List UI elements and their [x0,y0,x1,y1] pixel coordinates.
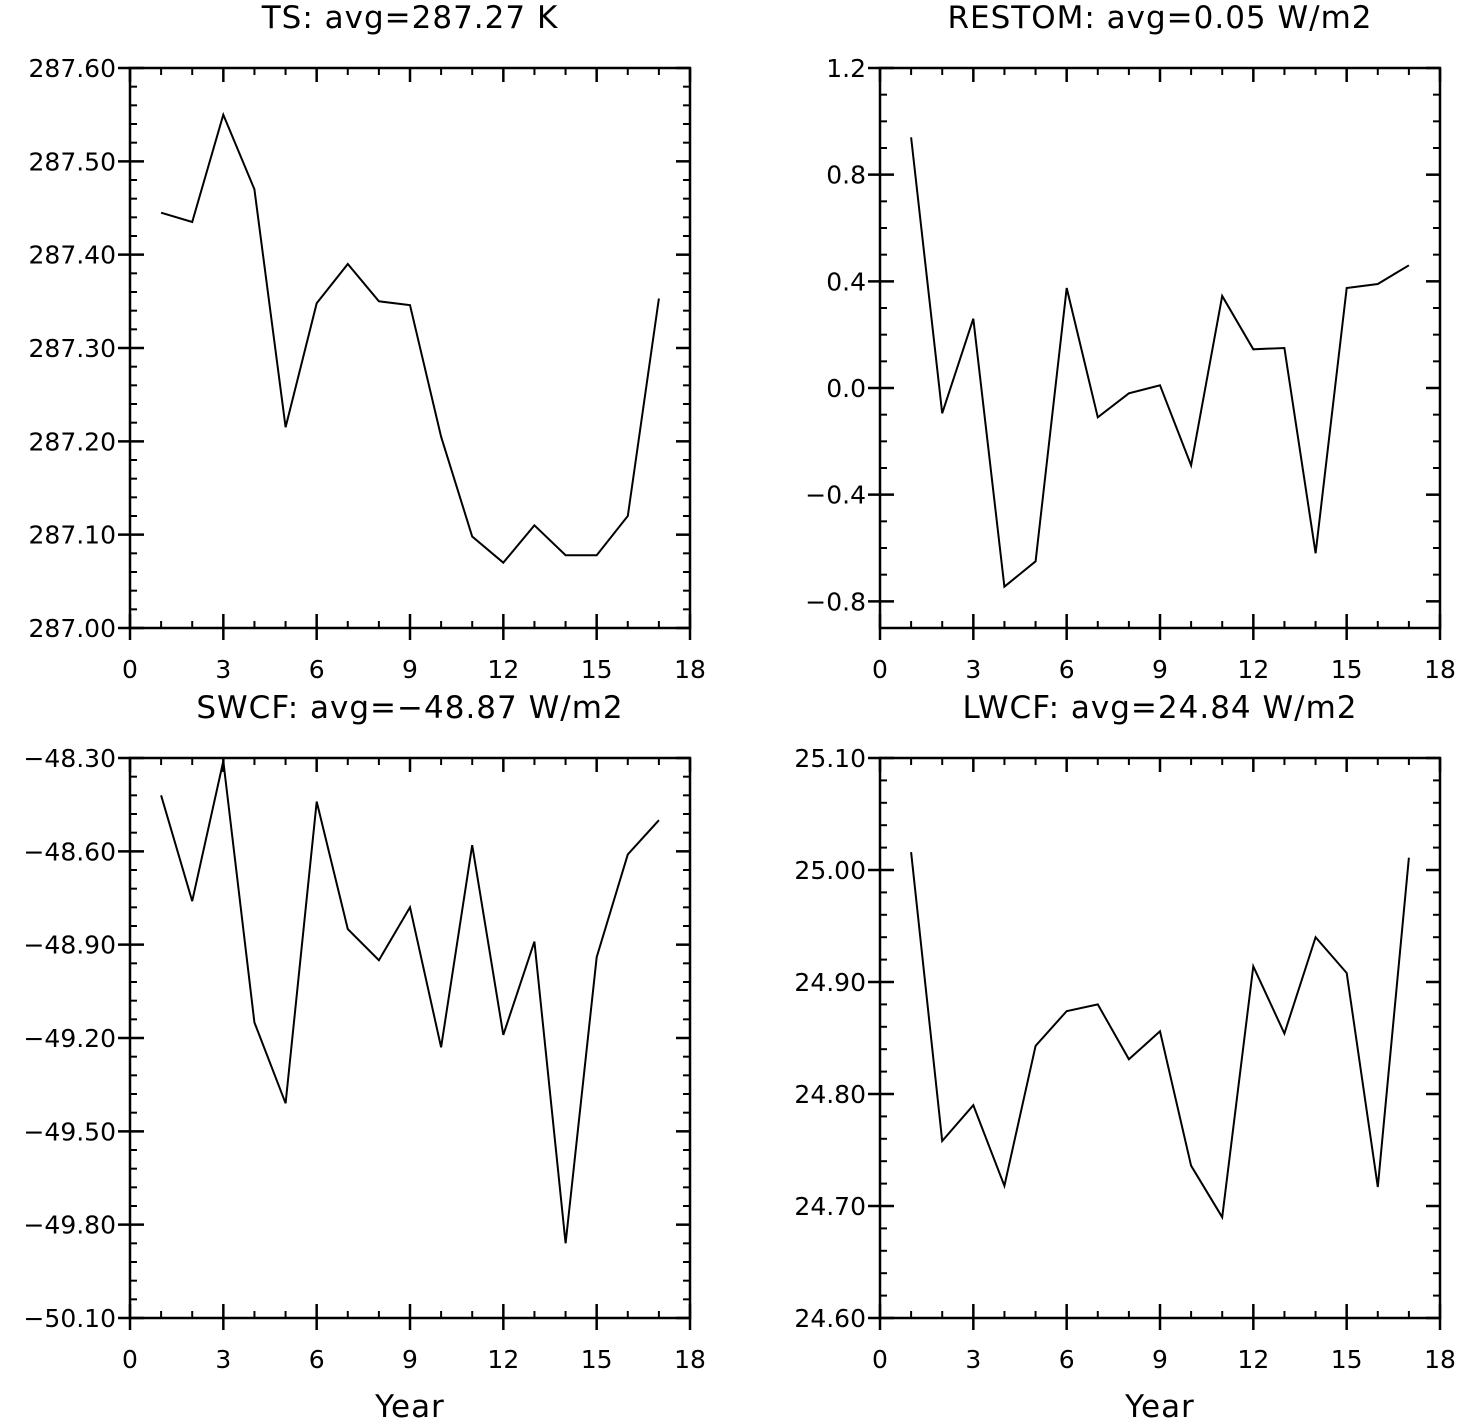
y-tick-label: −0.4 [805,481,866,510]
y-tick-label: 287.00 [29,614,116,643]
y-tick-label: −49.50 [23,1117,116,1146]
y-tick-label: −50.10 [23,1304,116,1333]
x-tick-label: 12 [1237,655,1269,684]
y-tick-label: −49.20 [23,1024,116,1053]
y-tick-label: 287.10 [29,521,116,550]
y-tick-label: 24.90 [794,968,866,997]
y-tick-label: −49.80 [23,1211,116,1240]
x-tick-label: 0 [872,1345,888,1374]
x-tick-label: 6 [309,655,325,684]
chart-title: SWCF: avg=−48.87 W/m2 [196,690,623,726]
chart-panel-3: SWCF: avg=−48.87 W/m2 −50.10 −49.80 −49.50 −… [23,690,705,1419]
x-tick-label: 0 [872,655,888,684]
y-tick-label: 287.50 [29,147,116,176]
x-tick-label: 15 [1331,1345,1363,1374]
y-tick-label: 24.60 [794,1304,866,1333]
x-tick-label: 12 [487,1345,519,1374]
y-tick-label: −48.30 [23,744,116,773]
y-tick-label: 287.20 [29,427,116,456]
y-tick-label: 0.8 [826,161,866,190]
x-axis-label: Year [374,1389,445,1419]
series-line [160,760,660,1244]
x-tick-label: 9 [1152,655,1168,684]
series-line [910,137,1410,589]
x-tick-label: 3 [215,1345,231,1374]
y-tick-label: 287.60 [29,54,116,83]
series-line [910,851,1410,1221]
x-tick-label: 15 [1331,655,1363,684]
x-tick-label: 12 [487,655,519,684]
chart-title: LWCF: avg=24.84 W/m2 [962,690,1357,726]
chart-panel-1: TS: avg=287.27 K 287.00 287.10 287.20 287.30… [29,0,706,684]
y-tick-label: 1.2 [826,54,866,83]
x-tick-label: 6 [1059,655,1075,684]
chart-panel-2: RESTOM: avg=0.05 W/m2 −0.8 −0.4 0.0 0.4 0.8 1.… [805,0,1456,684]
plot-frame [128,756,692,1320]
x-tick-label: 9 [402,1345,418,1374]
y-tick-label: −48.60 [23,837,116,866]
x-tick-label: 18 [1424,1345,1456,1374]
x-tick-label: 9 [1152,1345,1168,1374]
y-tick-label: 24.80 [794,1080,866,1109]
chart-panel-4: LWCF: avg=24.84 W/m2 24.60 24.70 24.80 24.90… [794,690,1455,1419]
y-tick-label: 24.70 [794,1192,866,1221]
x-tick-label: 0 [122,655,138,684]
x-tick-label: 3 [965,655,981,684]
y-tick-label: 25.00 [794,856,866,885]
x-tick-label: 3 [215,655,231,684]
x-tick-label: 18 [1424,655,1456,684]
x-tick-label: 6 [309,1345,325,1374]
y-tick-label: 25.10 [794,744,866,773]
y-tick-label: 0.4 [826,267,866,296]
x-tick-label: 18 [674,1345,706,1374]
series-line [160,111,660,565]
y-tick-label: −0.8 [805,587,866,616]
x-axis-label: Year [1124,1389,1195,1419]
y-tick-label: −48.90 [23,931,116,960]
y-tick-label: 0.0 [826,374,866,403]
y-tick-label: 287.40 [29,241,116,270]
x-tick-label: 15 [581,655,613,684]
x-tick-label: 0 [122,1345,138,1374]
x-tick-label: 12 [1237,1345,1269,1374]
chart-title: RESTOM: avg=0.05 W/m2 [947,0,1372,36]
chart-title: TS: avg=287.27 K [261,0,559,36]
x-tick-label: 6 [1059,1345,1075,1374]
x-tick-label: 18 [674,655,706,684]
x-tick-label: 9 [402,655,418,684]
y-tick-label: 287.30 [29,334,116,363]
x-tick-label: 15 [581,1345,613,1374]
x-tick-label: 3 [965,1345,981,1374]
